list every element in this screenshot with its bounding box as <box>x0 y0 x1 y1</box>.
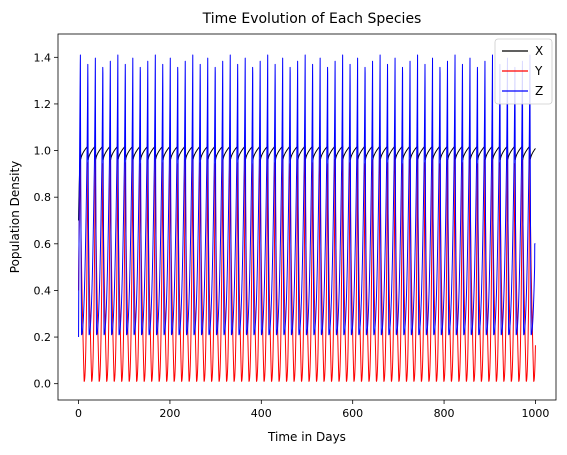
x-tick-label: 200 <box>159 407 180 420</box>
legend-label-x: X <box>535 44 543 58</box>
x-tick-label: 800 <box>434 407 455 420</box>
y-tick-label: 0.0 <box>34 378 52 391</box>
x-tick-label: 400 <box>251 407 272 420</box>
plot-frame <box>57 33 557 401</box>
x-tick-label: 1000 <box>521 407 549 420</box>
series-layer <box>78 54 536 382</box>
x-tick-label: 600 <box>342 407 363 420</box>
y-axis-label: Population Density <box>8 161 22 273</box>
legend-label-z: Z <box>535 84 543 98</box>
x-axis-label: Time in Days <box>267 430 346 444</box>
y-axis: 0.0 0.2 0.4 0.6 0.8 1.0 1.2 1.4 <box>34 51 58 391</box>
x-tick-label: 0 <box>75 407 82 420</box>
x-axis: 0 200 400 600 800 1000 <box>75 400 549 420</box>
y-tick-label: 1.0 <box>34 145 52 158</box>
chart-title: Time Evolution of Each Species <box>202 11 422 27</box>
y-tick-label: 0.4 <box>34 284 52 297</box>
plot-area <box>78 54 536 382</box>
y-tick-label: 0.2 <box>34 331 52 344</box>
series-line-z <box>78 54 536 338</box>
y-tick-label: 0.8 <box>34 191 52 204</box>
series-line-y <box>78 150 536 382</box>
y-tick-label: 1.2 <box>34 98 52 111</box>
legend: XYZ <box>494 38 553 105</box>
y-tick-label: 0.6 <box>34 238 52 251</box>
legend-label-y: Y <box>534 64 543 78</box>
y-tick-label: 1.4 <box>34 51 52 64</box>
